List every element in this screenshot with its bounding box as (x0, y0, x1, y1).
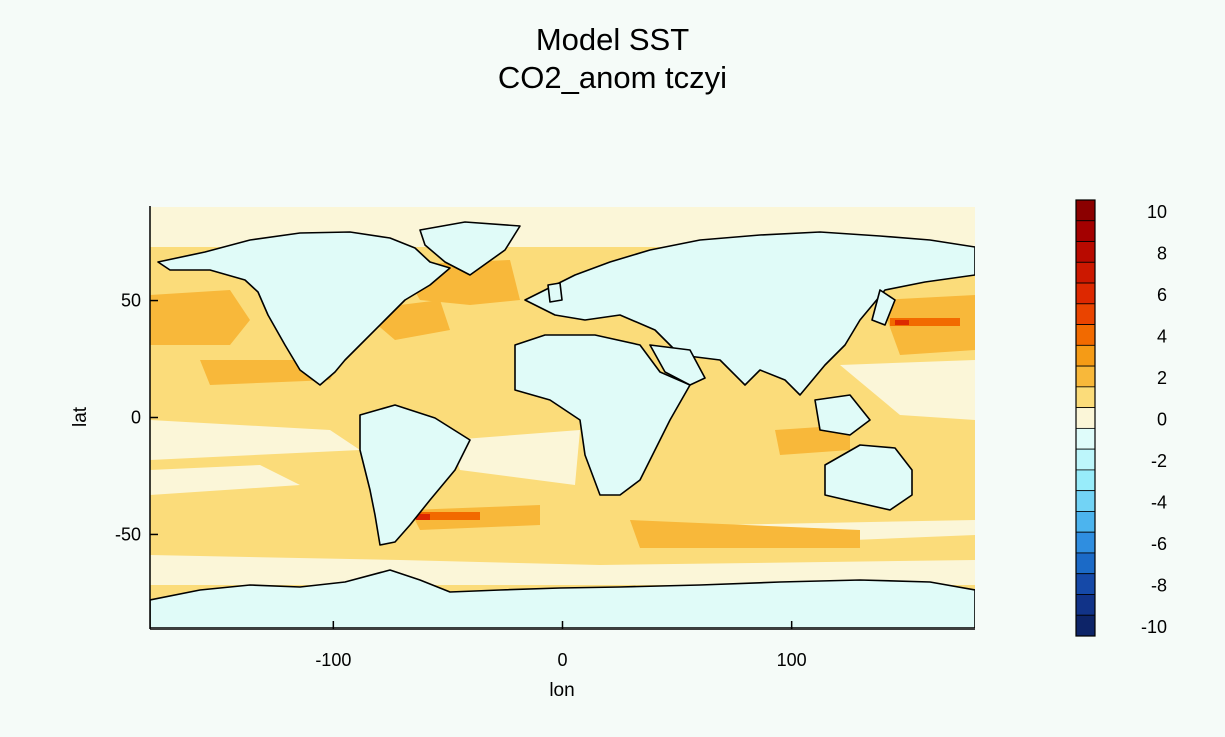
colorbar-swatch (1075, 303, 1096, 325)
colorbar-swatch (1075, 614, 1096, 637)
x-tick-label: 0 (557, 650, 567, 670)
land-masses (150, 221, 975, 628)
colorbar-swatch (1075, 241, 1096, 263)
africa (514, 334, 691, 496)
colorbar-tick-label: 6 (1157, 285, 1167, 305)
colorbar-swatch (1075, 531, 1096, 554)
colorbar-tick-label: -8 (1151, 575, 1167, 595)
uk (547, 282, 563, 303)
colorbar-swatch (1075, 407, 1096, 429)
greenland (419, 221, 521, 276)
colorbar-tick-label: 8 (1157, 243, 1167, 263)
colorbar-tick-label: -4 (1151, 492, 1167, 512)
colorbar-swatch (1075, 448, 1096, 471)
x-axis-label: lon (549, 680, 574, 701)
japan (871, 289, 896, 326)
colorbar-swatch (1075, 199, 1096, 222)
chart-title: Model SST (535, 22, 690, 57)
colorbar-swatch (1075, 220, 1096, 242)
y-tick-label: 50 (121, 291, 141, 311)
colorbar-tick-label: 2 (1157, 368, 1167, 388)
y-axis-label: lat (70, 406, 91, 427)
colorbar-tick-label: 4 (1157, 326, 1167, 346)
australia (824, 444, 913, 511)
south-america (359, 404, 471, 546)
colorbar-swatch (1075, 552, 1096, 575)
colorbar-tick-label: 0 (1157, 409, 1167, 429)
warm-regions (150, 260, 975, 548)
colorbar-swatch (1075, 261, 1096, 284)
north-america (157, 231, 451, 386)
colorbar-swatch (1075, 573, 1096, 595)
antarctica (150, 569, 975, 628)
extreme-spots (416, 320, 909, 520)
colorbar-swatch (1075, 594, 1096, 616)
chart-subtitle: CO2_anom tczyi (497, 60, 728, 95)
x-tick-label: -100 (315, 650, 351, 670)
arabia (649, 344, 706, 386)
y-tick-label: -50 (115, 524, 141, 544)
y-axis-ticks: 50 0 -50 (115, 291, 158, 544)
x-axis-ticks: -100 0 100 (315, 621, 807, 670)
colorbar-swatch (1075, 386, 1096, 409)
y-tick-label: 0 (131, 408, 141, 428)
colorbar-swatch (1075, 282, 1096, 305)
colorbar-tick-label: -6 (1151, 534, 1167, 554)
colorbar-tick-label: -2 (1151, 451, 1167, 471)
sst-field (150, 207, 975, 628)
colorbar-frame (1075, 199, 1096, 637)
x-tick-label: 100 (777, 650, 807, 670)
colorbar-swatch (1075, 511, 1096, 533)
colorbar-swatch (1075, 427, 1096, 450)
colorbar (1075, 199, 1096, 637)
eurasia (524, 231, 975, 396)
colorbar-swatch (1075, 344, 1096, 367)
colorbar-swatch (1075, 324, 1096, 346)
maritime-continent (814, 394, 871, 436)
colorbar-swatch (1075, 365, 1096, 388)
colorbar-swatch (1075, 469, 1096, 492)
colorbar-ticks: 10 8 6 4 2 0 -2 -4 -6 -8 -10 (1141, 202, 1167, 637)
colorbar-tick-label: 10 (1147, 202, 1167, 222)
colorbar-tick-label: -10 (1141, 617, 1167, 637)
colorbar-swatch (1075, 490, 1096, 512)
hot-spots (420, 318, 960, 520)
